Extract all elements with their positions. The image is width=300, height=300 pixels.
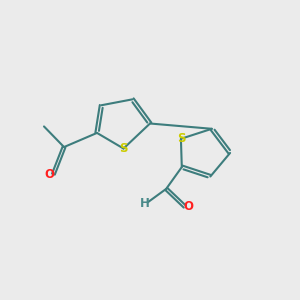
Text: S: S — [119, 142, 128, 155]
Text: O: O — [183, 200, 193, 213]
Text: H: H — [140, 197, 150, 210]
Text: O: O — [44, 168, 54, 181]
Text: S: S — [177, 132, 185, 145]
